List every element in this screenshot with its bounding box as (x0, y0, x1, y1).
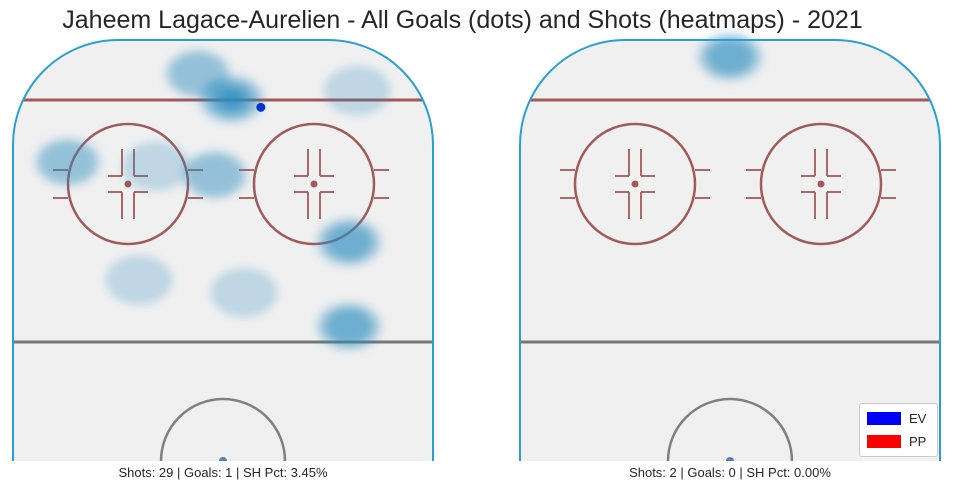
ev-stats-caption: Shots: 29 | Goals: 1 | SH Pct: 3.45% (118, 465, 328, 480)
rink-panel-pp (519, 32, 941, 462)
goal-dot-0 (256, 102, 266, 112)
chart-title: Jaheem Lagace-Aurelien - All Goals (dots… (62, 6, 863, 34)
rink-boards (12, 39, 434, 461)
center-circle (666, 397, 794, 462)
faceoff-circle-right (746, 122, 896, 246)
shot-density-5 (187, 154, 243, 196)
ice-surface (13, 40, 433, 461)
rink-panel-ev (12, 39, 434, 462)
shot-density-9 (327, 310, 371, 343)
shot-density-4 (122, 141, 190, 191)
rink-boards (519, 39, 941, 461)
shot-density-0 (221, 91, 242, 107)
center-dot (726, 457, 734, 461)
legend: EV PP (859, 403, 938, 457)
faceoff-dot (631, 180, 639, 188)
faceoff-circle-left (560, 122, 710, 246)
ice-surface (520, 40, 940, 461)
shot-density-2 (324, 65, 391, 116)
shot-heatmap (696, 32, 764, 82)
shot-heatmap (34, 49, 391, 351)
center-dot (219, 457, 227, 461)
legend-swatch-pp (867, 434, 901, 448)
legend-item-pp: PP (867, 433, 926, 449)
faceoff-dot (817, 180, 825, 188)
legend-item-ev: EV (867, 410, 926, 426)
faceoff-ring (573, 122, 697, 246)
shot-density-8 (210, 267, 278, 318)
shot-density-1 (170, 53, 226, 95)
legend-label-ev: EV (909, 410, 927, 426)
shot-density-3 (40, 141, 96, 183)
faceoff-ring (252, 122, 376, 246)
shot-density-7 (105, 255, 173, 305)
faceoff-ring (759, 122, 883, 246)
pp-stats-caption: Shots: 2 | Goals: 0 | SH Pct: 0.00% (629, 465, 831, 480)
shot-density-0 (708, 40, 752, 73)
faceoff-dot (124, 180, 132, 188)
legend-swatch-ev (867, 411, 901, 425)
shot-density-6 (327, 225, 371, 259)
legend-label-pp: PP (909, 433, 927, 449)
faceoff-dot (310, 180, 318, 188)
center-circle (159, 397, 287, 462)
faceoff-circle-right (239, 122, 389, 246)
